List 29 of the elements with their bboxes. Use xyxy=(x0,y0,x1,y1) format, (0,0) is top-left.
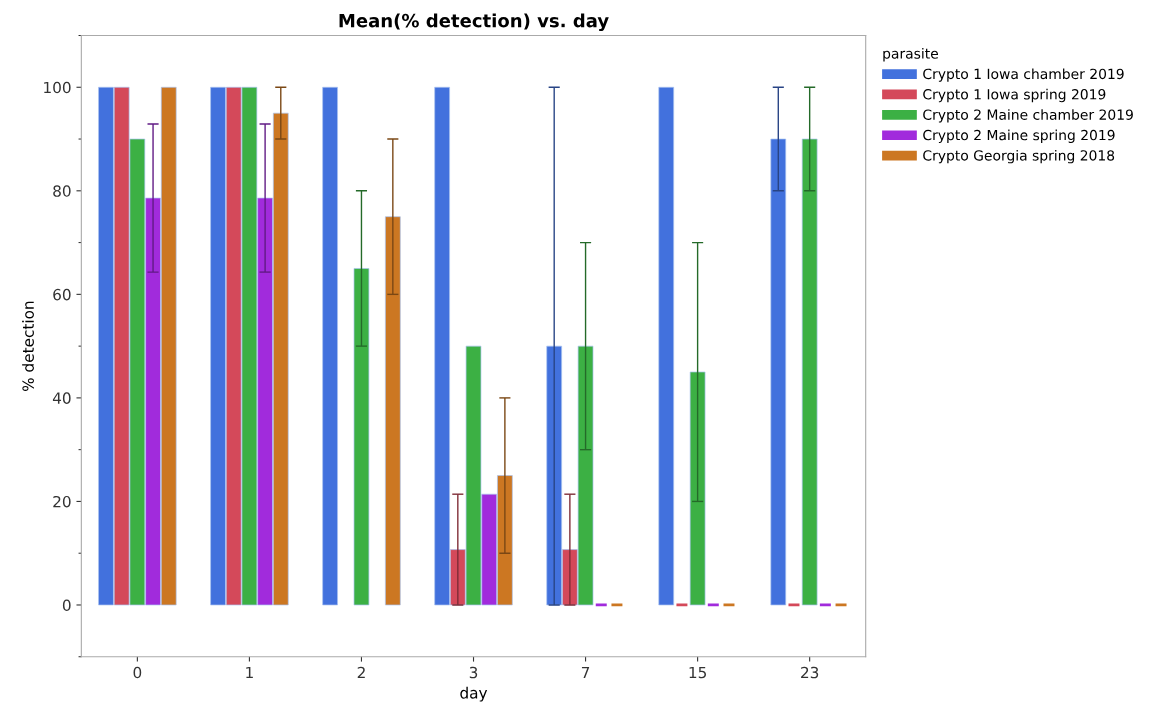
x-tick-label: 0 xyxy=(133,666,142,679)
legend-label: Crypto 2 Maine chamber 2019 xyxy=(923,109,1133,123)
x-tick-label: 23 xyxy=(801,666,819,679)
x-tick-label: 1 xyxy=(246,666,253,679)
bar xyxy=(801,138,818,606)
y-tick-label: 80 xyxy=(53,185,71,197)
y-tick-label: 100 xyxy=(44,81,71,94)
legend-label: Crypto Georgia spring 2018 xyxy=(923,149,1115,164)
legend-label: Crypto 1 Iowa spring 2019 xyxy=(923,88,1106,103)
legend-label: Crypto 2 Maine spring 2019 xyxy=(923,129,1115,143)
y-tick-label: 20 xyxy=(53,495,71,508)
bar xyxy=(770,138,787,606)
y-axis-title: % detection xyxy=(22,301,34,392)
bar xyxy=(353,268,370,606)
bar xyxy=(689,371,706,606)
x-tick-label: 2 xyxy=(357,666,365,679)
y-tick-label: 60 xyxy=(53,288,71,301)
bar xyxy=(385,216,401,606)
legend-label: Crypto 1 Iowa chamber 2019 xyxy=(923,68,1124,82)
legend-title: parasite xyxy=(883,48,939,62)
x-tick-label: 7 xyxy=(581,666,590,679)
chart-title: Mean(% detection) vs. day xyxy=(339,13,609,32)
x-tick-label: 3 xyxy=(469,666,478,679)
bar xyxy=(658,86,675,606)
x-axis-title: day xyxy=(460,686,488,702)
x-tick-label: 15 xyxy=(689,666,706,679)
bar xyxy=(322,86,338,606)
y-tick-label: 40 xyxy=(52,392,71,404)
y-tick-label: 0 xyxy=(62,599,71,611)
